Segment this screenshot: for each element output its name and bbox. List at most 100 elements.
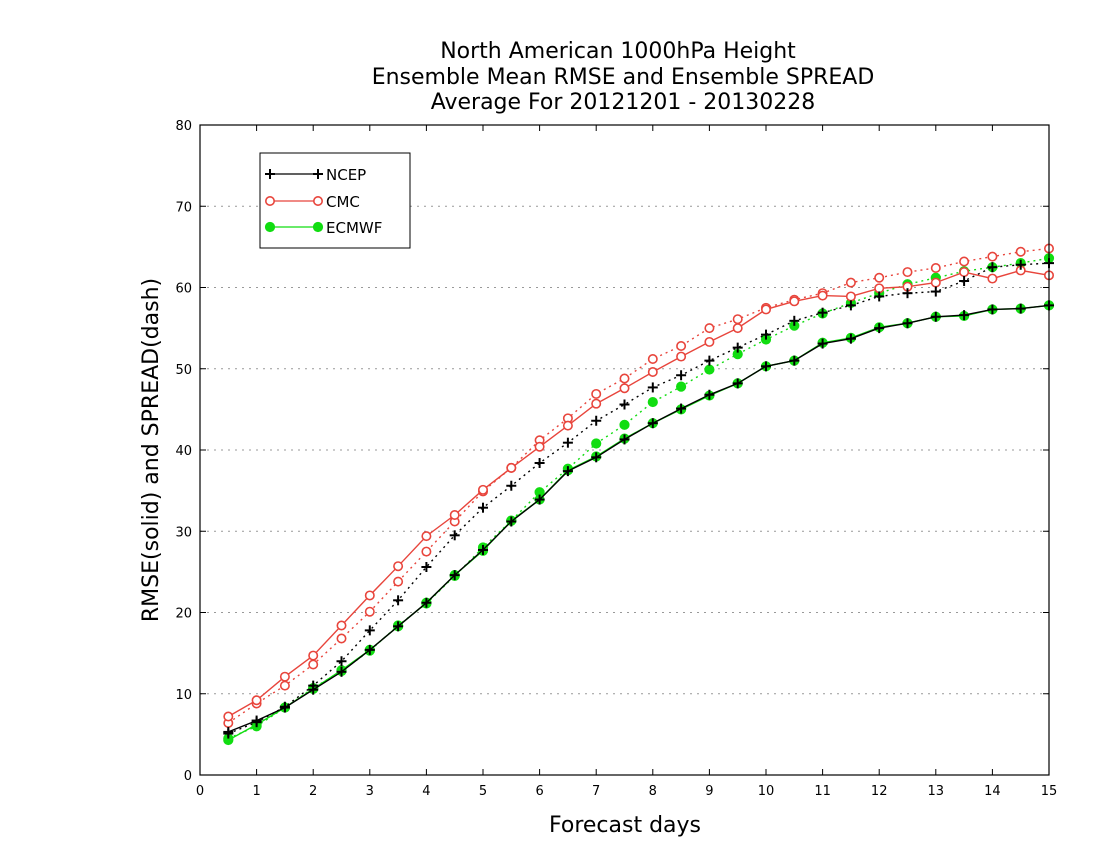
point-ncep-rmse bbox=[534, 494, 545, 505]
y-tick-label: 80 bbox=[175, 119, 192, 134]
point-cmc-rmse bbox=[676, 351, 687, 362]
legend-marker-left bbox=[264, 221, 276, 233]
point-ecmwf-spread bbox=[619, 419, 630, 430]
point-cmc-rmse bbox=[506, 462, 517, 473]
point-cmc-rmse bbox=[591, 398, 602, 409]
point-cmc-rmse bbox=[534, 441, 545, 452]
point-cmc-rmse bbox=[732, 323, 743, 334]
point-ncep-spread bbox=[789, 315, 800, 326]
y-tick-label: 50 bbox=[175, 363, 192, 378]
chart-title-line-3: Average For 20121201 - 20130228 bbox=[431, 90, 816, 115]
point-cmc-spread bbox=[393, 576, 404, 587]
point-ncep-spread bbox=[364, 625, 375, 636]
x-tick-label: 8 bbox=[649, 784, 657, 799]
legend-label-cmc: CMC bbox=[326, 193, 360, 211]
point-cmc-rmse bbox=[789, 296, 800, 307]
point-cmc-rmse bbox=[874, 283, 885, 294]
point-ncep-rmse bbox=[902, 318, 913, 329]
point-ncep-rmse bbox=[647, 418, 658, 429]
point-cmc-rmse bbox=[421, 531, 432, 542]
point-ncep-spread bbox=[591, 415, 602, 426]
point-cmc-spread bbox=[704, 323, 715, 334]
y-tick-label: 70 bbox=[175, 200, 192, 215]
point-ncep-rmse bbox=[591, 452, 602, 463]
point-ncep-rmse bbox=[930, 311, 941, 322]
point-ncep-spread bbox=[845, 300, 856, 311]
point-ncep-spread bbox=[506, 480, 517, 491]
point-cmc-rmse bbox=[364, 590, 375, 601]
series-cmc-spread-line bbox=[227, 247, 1050, 724]
y-tick-label: 40 bbox=[175, 444, 192, 459]
point-ncep-spread bbox=[1015, 259, 1026, 270]
x-tick-label: 13 bbox=[928, 784, 945, 799]
plot-frame bbox=[199, 124, 1050, 776]
point-ncep-rmse bbox=[619, 434, 630, 445]
point-cmc-spread bbox=[845, 277, 856, 288]
point-ncep-rmse bbox=[506, 516, 517, 527]
point-cmc-spread bbox=[902, 267, 913, 278]
point-cmc-spread bbox=[959, 256, 970, 267]
legend: NCEP CMC ECMWF bbox=[259, 152, 411, 249]
x-tick-label: 5 bbox=[479, 784, 487, 799]
point-cmc-rmse bbox=[619, 383, 630, 394]
point-cmc-rmse bbox=[562, 420, 573, 431]
point-ncep-spread bbox=[987, 262, 998, 273]
point-cmc-spread bbox=[647, 353, 658, 364]
point-ncep-rmse bbox=[987, 304, 998, 315]
point-ncep-spread bbox=[421, 562, 432, 572]
point-cmc-spread bbox=[676, 340, 687, 351]
x-tick-label: 7 bbox=[592, 784, 600, 799]
point-cmc-rmse bbox=[393, 561, 404, 572]
point-ncep-rmse bbox=[223, 726, 234, 737]
point-cmc-rmse bbox=[336, 620, 347, 631]
point-ncep-rmse bbox=[732, 378, 743, 389]
x-tick-label: 10 bbox=[758, 784, 775, 799]
point-ncep-rmse bbox=[1015, 303, 1026, 314]
point-ecmwf-spread bbox=[704, 364, 715, 375]
x-tick-label: 2 bbox=[309, 784, 317, 799]
point-ncep-rmse bbox=[364, 644, 375, 655]
legend-label-ncep: NCEP bbox=[326, 166, 366, 184]
x-tick-label: 15 bbox=[1041, 784, 1058, 799]
point-ncep-spread bbox=[647, 382, 658, 393]
point-cmc-spread bbox=[732, 314, 743, 325]
point-cmc-rmse bbox=[704, 336, 715, 347]
point-ncep-spread bbox=[619, 399, 630, 410]
point-cmc-rmse bbox=[987, 273, 998, 284]
point-ncep-spread bbox=[732, 342, 743, 353]
series-group bbox=[223, 243, 1055, 746]
point-cmc-spread bbox=[279, 680, 290, 691]
legend-marker-right bbox=[313, 169, 323, 179]
point-cmc-rmse bbox=[477, 484, 488, 495]
point-ncep-spread bbox=[817, 307, 828, 318]
point-ecmwf-spread bbox=[647, 396, 658, 408]
legend-marker-right bbox=[312, 196, 323, 207]
point-cmc-rmse bbox=[308, 650, 319, 661]
point-cmc-spread bbox=[308, 659, 319, 670]
point-cmc-spread bbox=[1015, 246, 1026, 257]
point-cmc-spread bbox=[930, 262, 941, 273]
point-cmc-rmse bbox=[647, 366, 658, 377]
series-ecmwf-rmse-line bbox=[227, 304, 1050, 741]
x-tick-label: 9 bbox=[705, 784, 713, 799]
x-tick-label: 11 bbox=[814, 784, 831, 799]
legend-filled-circle-marker bbox=[264, 221, 324, 233]
point-ncep-rmse bbox=[251, 715, 262, 726]
point-cmc-spread bbox=[591, 388, 602, 399]
point-ncep-spread bbox=[562, 437, 573, 448]
point-cmc-rmse bbox=[959, 267, 970, 278]
point-ncep-spread bbox=[930, 286, 941, 297]
point-ncep-rmse bbox=[959, 310, 970, 321]
point-cmc-spread bbox=[421, 546, 432, 557]
point-ncep-spread bbox=[676, 370, 687, 381]
x-tick-label: 1 bbox=[252, 784, 260, 799]
point-cmc-spread bbox=[619, 373, 630, 384]
point-ncep-spread bbox=[902, 288, 913, 299]
series-ncep-rmse-line bbox=[228, 304, 1050, 733]
point-cmc-spread bbox=[364, 606, 375, 617]
y-tick-label: 0 bbox=[184, 769, 192, 784]
chart-title-line-1: North American 1000hPa Height bbox=[440, 39, 796, 64]
legend-marker-left bbox=[265, 169, 275, 179]
